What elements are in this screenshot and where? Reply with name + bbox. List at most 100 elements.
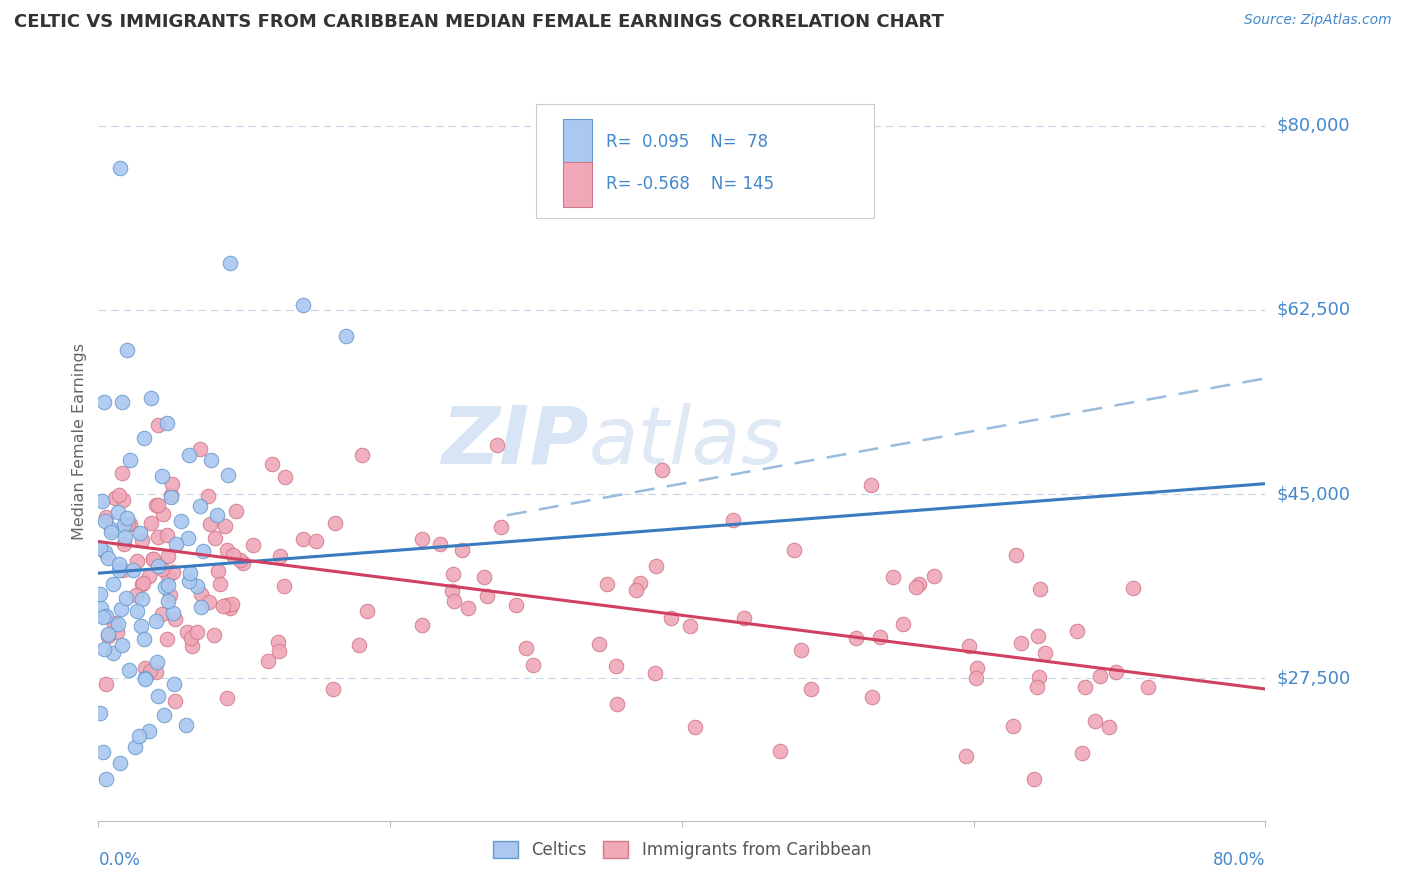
Point — [105, 624, 128, 639]
Point — [721, 513, 744, 527]
Point — [176, 718, 198, 732]
Point — [100, 524, 122, 539]
Point — [907, 577, 929, 591]
Point — [148, 530, 170, 544]
Point — [215, 691, 238, 706]
Point — [188, 500, 211, 514]
Point — [1073, 680, 1095, 694]
Point — [165, 537, 187, 551]
Point — [108, 488, 131, 502]
Point — [472, 569, 495, 583]
Point — [150, 562, 173, 576]
Point — [349, 638, 371, 652]
Point — [134, 661, 156, 675]
Point — [606, 697, 628, 711]
Point — [93, 514, 115, 528]
Point — [605, 659, 627, 673]
Point — [651, 463, 673, 477]
Point — [111, 394, 134, 409]
Point — [209, 577, 232, 591]
Point — [145, 498, 167, 512]
Point — [186, 579, 208, 593]
Point — [869, 630, 891, 644]
Point — [683, 720, 706, 734]
FancyBboxPatch shape — [562, 161, 592, 207]
Point — [891, 617, 914, 632]
Text: 0.0%: 0.0% — [98, 851, 141, 869]
Point — [783, 543, 806, 558]
Point — [131, 591, 153, 606]
Text: $45,000: $45,000 — [1277, 485, 1351, 503]
Point — [89, 586, 111, 600]
Point — [103, 616, 125, 631]
Point — [146, 559, 169, 574]
Point — [132, 576, 155, 591]
Point — [411, 532, 433, 546]
Point — [291, 298, 314, 312]
Point — [97, 629, 120, 643]
Point — [108, 563, 131, 577]
Point — [1002, 719, 1025, 733]
Point — [218, 255, 240, 269]
FancyBboxPatch shape — [536, 104, 875, 218]
Point — [845, 631, 868, 645]
Point — [93, 394, 115, 409]
Point — [733, 611, 755, 625]
Point — [966, 661, 988, 675]
Point — [229, 553, 252, 567]
Point — [157, 569, 180, 583]
Point — [179, 574, 201, 589]
Point — [96, 609, 118, 624]
Point — [179, 448, 201, 462]
Point — [441, 566, 464, 581]
Point — [624, 583, 647, 598]
Point — [91, 494, 114, 508]
Point — [131, 577, 153, 591]
Point — [138, 724, 160, 739]
Point — [262, 457, 284, 471]
Point — [114, 530, 136, 544]
Point — [451, 542, 474, 557]
Point — [163, 676, 186, 690]
Point — [107, 557, 129, 571]
Point — [132, 432, 155, 446]
Point — [118, 453, 141, 467]
Point — [190, 600, 212, 615]
Point — [138, 569, 160, 583]
Point — [111, 563, 134, 577]
Point — [115, 510, 138, 524]
Point — [256, 654, 278, 668]
Point — [457, 600, 479, 615]
Point — [1066, 624, 1088, 638]
Point — [132, 632, 155, 647]
Point — [522, 657, 544, 672]
Point — [628, 576, 651, 591]
Point — [93, 642, 115, 657]
Point — [1070, 746, 1092, 760]
Point — [959, 639, 981, 653]
Point — [141, 516, 163, 530]
Point — [110, 161, 132, 175]
Text: $62,500: $62,500 — [1277, 301, 1351, 319]
Point — [202, 628, 225, 642]
Point — [212, 599, 235, 614]
Point — [356, 604, 378, 618]
Point — [115, 591, 138, 606]
Point — [152, 507, 174, 521]
Point — [89, 706, 111, 721]
Point — [800, 682, 823, 697]
Point — [411, 618, 433, 632]
Point — [1010, 636, 1032, 650]
Point — [769, 743, 792, 757]
Point — [180, 631, 202, 645]
Point — [121, 563, 143, 577]
Point — [477, 590, 499, 604]
Point — [273, 579, 295, 593]
Point — [965, 671, 987, 685]
Point — [162, 565, 184, 579]
Point — [1136, 681, 1159, 695]
Point — [100, 522, 122, 536]
Point — [157, 578, 180, 592]
Point — [588, 637, 610, 651]
Point — [101, 577, 124, 591]
